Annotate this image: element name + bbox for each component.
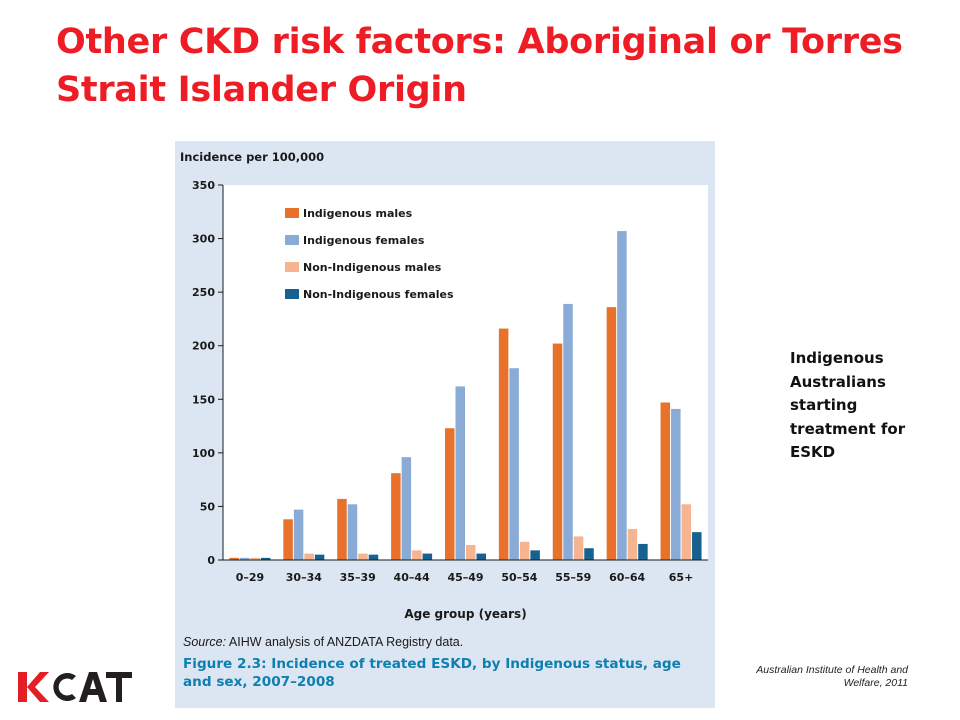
- bar-indigenous-males: [283, 519, 293, 560]
- bar-non-indigenous-males: [412, 550, 422, 560]
- legend-label: Non-Indigenous males: [303, 261, 442, 274]
- bar-non-indigenous-females: [584, 548, 594, 560]
- figure-panel: Incidence per 100,000 0 50 100 150 200 250 300 3…: [175, 141, 715, 708]
- legend-label: Non-Indigenous females: [303, 288, 454, 301]
- legend-label: Indigenous females: [303, 234, 425, 247]
- slide-title: Other CKD risk factors: Aboriginal or To…: [56, 22, 903, 110]
- bar-non-indigenous-females: [638, 543, 648, 560]
- bar-non-indigenous-females: [692, 532, 702, 560]
- legend-swatch: [285, 208, 299, 218]
- figure-source-label: Source:: [183, 635, 227, 649]
- x-tick-label: 30–34: [286, 571, 322, 584]
- x-tick-label: 45–49: [447, 571, 483, 584]
- x-tick-label: 65+: [669, 571, 694, 584]
- bar-non-indigenous-males: [681, 504, 692, 560]
- incidence-bar-chart: Incidence per 100,000 0 50 100 150 200 250 300 3…: [180, 150, 708, 621]
- bar-indigenous-females: [239, 557, 250, 560]
- bar-non-indigenous-females: [260, 557, 271, 560]
- bar-non-indigenous-females: [368, 554, 379, 560]
- y-tick-label: 50: [200, 500, 216, 513]
- x-tick-label: 55–59: [555, 571, 591, 584]
- x-tick-label: 50–54: [501, 571, 537, 584]
- bar-indigenous-females: [293, 509, 304, 560]
- side-note: Indigenous Australians starting treatmen…: [790, 349, 906, 461]
- bar-indigenous-females: [401, 457, 412, 560]
- x-tick-label: 0–29: [236, 571, 264, 584]
- bar-non-indigenous-males: [358, 553, 368, 560]
- bar-indigenous-females: [455, 386, 465, 560]
- y-tick-label: 300: [192, 233, 215, 246]
- legend-label: Indigenous males: [303, 207, 413, 220]
- bar-non-indigenous-females: [530, 550, 540, 560]
- bar-non-indigenous-males: [304, 553, 314, 560]
- bar-non-indigenous-males: [250, 557, 260, 560]
- bar-non-indigenous-males: [573, 536, 584, 560]
- citation: Australian Institute of Health and Welfa…: [756, 664, 908, 689]
- bar-indigenous-males: [606, 307, 617, 560]
- x-tick-label: 40–44: [394, 571, 430, 584]
- kcat-logo-mark: [18, 672, 49, 702]
- x-tick-label: 35–39: [340, 571, 376, 584]
- figure-caption: Figure 2.3: Incidence of treated ESKD, b…: [183, 656, 681, 690]
- bar-indigenous-males: [391, 473, 401, 560]
- y-axis-title: Incidence per 100,000: [180, 150, 324, 164]
- bar-indigenous-females: [509, 368, 519, 560]
- y-tick-label: 150: [192, 393, 215, 406]
- x-axis-title: Age group (years): [404, 607, 526, 621]
- bar-indigenous-males: [552, 343, 563, 560]
- bar-non-indigenous-females: [476, 553, 486, 560]
- figure-source: Source: AIHW analysis of ANZDATA Registr…: [183, 635, 463, 649]
- figure-source-text: AIHW analysis of ANZDATA Registry data.: [228, 635, 464, 649]
- bar-non-indigenous-females: [314, 554, 325, 560]
- x-tick-label: 60–64: [609, 571, 645, 584]
- plot-area: [223, 185, 708, 560]
- bar-indigenous-males: [498, 328, 509, 560]
- bar-indigenous-females: [563, 303, 573, 560]
- legend-swatch: [285, 262, 299, 272]
- y-tick-label: 350: [192, 179, 215, 192]
- y-tick-label: 0: [207, 554, 215, 567]
- bar-indigenous-males: [445, 428, 455, 560]
- bar-non-indigenous-females: [422, 553, 433, 560]
- y-tick-label: 250: [192, 286, 215, 299]
- kcat-logo: [18, 672, 132, 702]
- bar-indigenous-males: [337, 498, 347, 560]
- bar-non-indigenous-males: [519, 541, 530, 560]
- legend-swatch: [285, 235, 299, 245]
- legend-swatch: [285, 289, 299, 299]
- bar-indigenous-males: [229, 557, 239, 560]
- y-tick-label: 200: [192, 340, 215, 353]
- bar-non-indigenous-males: [627, 528, 638, 560]
- bar-indigenous-males: [660, 402, 671, 560]
- kcat-logo-letters: [53, 672, 132, 702]
- y-tick-label: 100: [192, 447, 215, 460]
- bar-indigenous-females: [347, 504, 358, 560]
- bar-non-indigenous-males: [466, 545, 476, 560]
- bar-indigenous-females: [671, 408, 681, 560]
- bar-indigenous-females: [617, 231, 627, 561]
